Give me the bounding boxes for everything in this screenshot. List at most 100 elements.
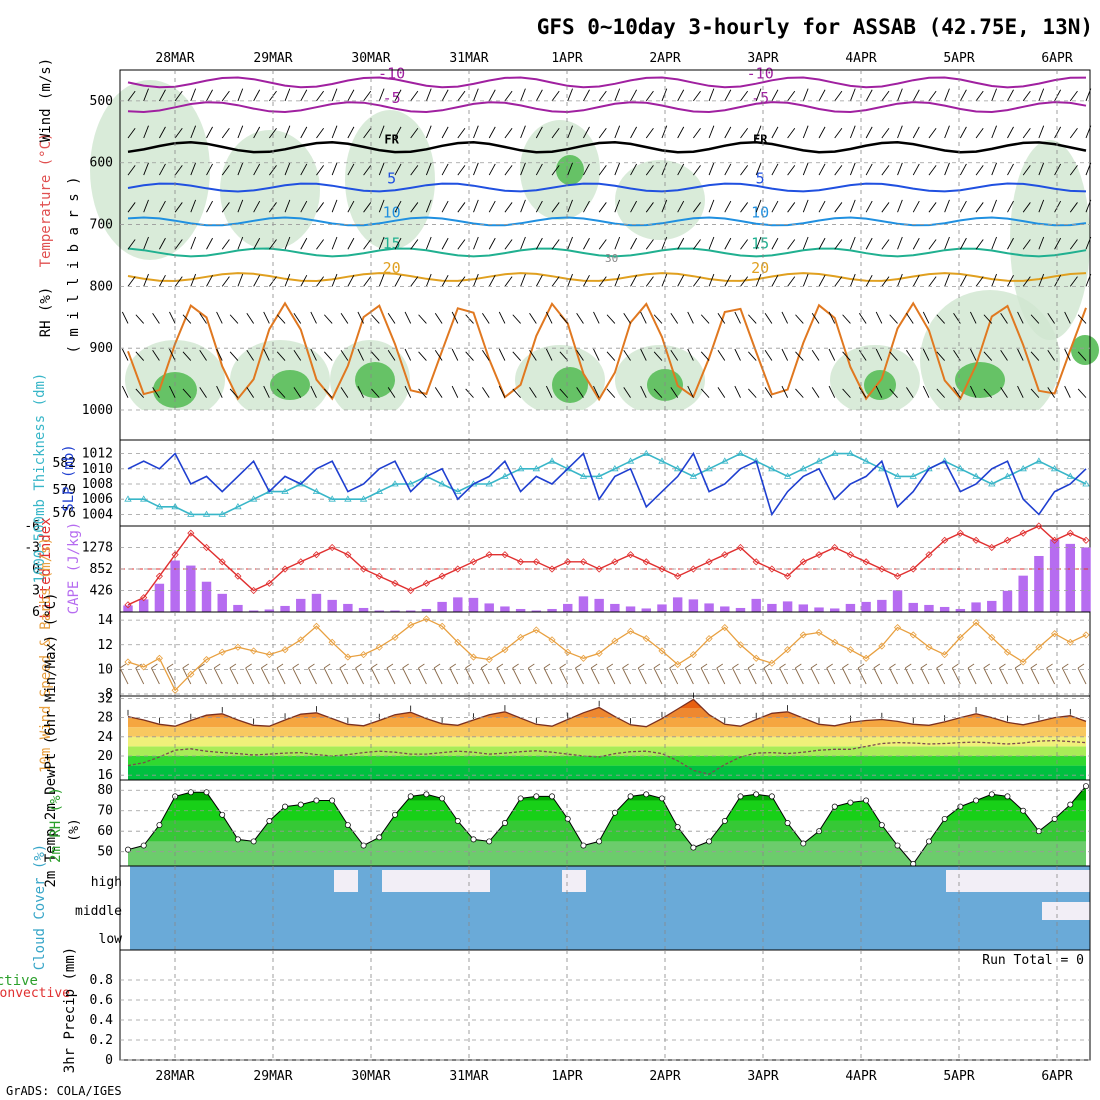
- wind-barb: [253, 163, 261, 176]
- wind-barb: [740, 127, 749, 139]
- wind-barb: [1047, 312, 1055, 324]
- wind-barb: [959, 275, 967, 287]
- wind-barb: [357, 385, 364, 398]
- cape-bar: [453, 597, 463, 612]
- thickness-point: [218, 510, 226, 517]
- wind-barb: [906, 387, 914, 398]
- wind-barb: [576, 312, 584, 324]
- lifted-index-point: [611, 558, 619, 566]
- wind-barb: [410, 276, 419, 287]
- rh-point: [533, 793, 540, 800]
- wind-barb: [606, 314, 616, 324]
- isotherm-label: -10: [747, 64, 774, 82]
- wind-barb: [417, 667, 427, 685]
- wind-barb: [811, 350, 820, 361]
- rh-point: [187, 789, 194, 796]
- wind-barb: [677, 237, 685, 250]
- cape-bar: [1081, 547, 1091, 612]
- wind-barb-flag: [1014, 663, 1022, 669]
- wind-barb: [693, 165, 701, 176]
- isotherm-line: [127, 247, 1087, 258]
- wind-barb: [441, 200, 449, 213]
- wind-barb: [284, 125, 291, 139]
- wind-barb: [850, 162, 856, 176]
- wind-barb: [221, 276, 230, 287]
- wind-barb: [246, 387, 255, 398]
- rh-point: [297, 801, 304, 808]
- rh-point: [329, 797, 336, 804]
- temp-line: [127, 698, 1087, 728]
- wind-barb: [159, 275, 166, 287]
- wind-barb: [708, 199, 715, 213]
- wind-barb: [1047, 387, 1055, 398]
- rh-point: [313, 797, 320, 804]
- upper-ylabel-temp: Temperature (°C): [38, 133, 54, 268]
- wind-barb: [221, 90, 230, 102]
- wind-barb: [237, 273, 244, 287]
- wind-barb: [206, 275, 213, 287]
- wind-barb: [740, 90, 749, 102]
- wind-barb: [771, 163, 779, 176]
- cape-bar: [186, 565, 196, 612]
- top-date-axis: 28MAR 29MAR 30MAR 31MAR 1APR 2APR 3APR 4APR 5APR…: [155, 51, 1072, 66]
- wind-barb-flag: [638, 663, 645, 669]
- precip-ylabel-left: Total / Rain Convective: [0, 973, 38, 989]
- wind-barb: [724, 89, 732, 102]
- wind-barb: [323, 314, 333, 324]
- wind-barb: [300, 126, 308, 139]
- wind-barb: [1069, 239, 1078, 250]
- wind-barb: [480, 667, 490, 685]
- lifted-index-point: [548, 565, 556, 573]
- wind-barb: [873, 667, 883, 685]
- thickness-point: [831, 449, 839, 456]
- wind-barb: [810, 667, 820, 685]
- wind-barb-flag: [952, 663, 959, 669]
- wind-barb: [567, 199, 573, 213]
- wind-speed-point: [862, 654, 870, 662]
- wind-barb: [402, 667, 412, 685]
- wind-barb-flag: [967, 663, 975, 669]
- thickness-point: [799, 465, 808, 472]
- thickness-point: [501, 472, 509, 479]
- cloud-high-cell: [466, 870, 478, 892]
- wind-speed-point: [909, 631, 917, 639]
- cape-bar: [437, 601, 447, 612]
- rh-point: [800, 840, 807, 847]
- wind-barb: [959, 237, 967, 250]
- date-label-top: 5APR: [943, 51, 974, 66]
- precip-panel: 0 0.2 0.4 0.6 0.8 Convective: [0, 949, 1091, 1068]
- rh-point: [643, 791, 650, 798]
- cloud-high-cell: [994, 870, 1006, 892]
- wind-barb: [670, 350, 679, 361]
- lifted-index-point: [878, 565, 886, 573]
- wind-barb: [535, 89, 543, 102]
- wind-barb: [787, 165, 796, 176]
- cloud-high-cell: [454, 870, 466, 892]
- wind-barb: [717, 312, 726, 324]
- wind-barb: [567, 273, 573, 287]
- wind-barb: [263, 311, 270, 324]
- wind-barb: [802, 236, 809, 250]
- wind-barb: [818, 89, 826, 102]
- isotherm-line: [127, 141, 1087, 154]
- isotherm-label: 10: [751, 203, 769, 221]
- wind-barb: [473, 236, 479, 250]
- wind-speed-point: [1035, 643, 1043, 651]
- wind-speed-point: [611, 637, 619, 645]
- lifted-index-point: [1051, 536, 1059, 544]
- wind-barb: [740, 165, 749, 176]
- wind-speed-point: [1003, 648, 1012, 656]
- wind-barb: [802, 88, 809, 102]
- pressure-tick: 900: [90, 341, 113, 356]
- rh-tick: 60: [97, 824, 113, 839]
- wind-barb: [363, 127, 372, 139]
- wind-barb: [520, 162, 526, 176]
- wind-barb: [221, 202, 230, 213]
- cloud-high-cell: [1054, 870, 1066, 892]
- wind-barb: [347, 126, 355, 139]
- rh-point: [517, 795, 524, 802]
- wind-barb: [159, 163, 166, 176]
- wind-barb: [316, 90, 324, 102]
- wind-barb: [1038, 199, 1045, 213]
- slp-tick: 1004: [82, 507, 113, 522]
